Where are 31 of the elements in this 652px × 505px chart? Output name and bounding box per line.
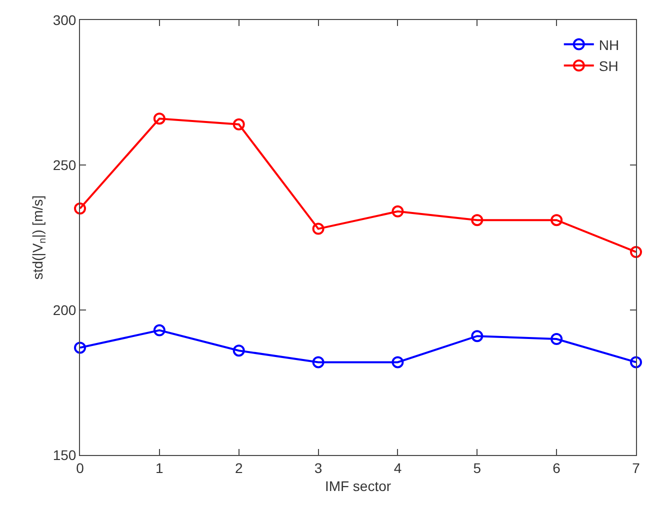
legend-label: NH [598,36,620,53]
y-tick-label: 250 [52,156,76,173]
point [232,344,245,357]
point [392,205,404,218]
x-tick-label: 2 [234,460,243,476]
point [471,214,484,226]
legend-label: SH [598,58,618,74]
x-tick-label: 5 [473,460,482,476]
point [471,330,484,342]
point [550,214,563,226]
x-tick-label: 6 [552,460,561,476]
point [74,342,86,354]
point [312,222,324,235]
point [550,333,563,345]
y-tick-label: 200 [52,302,76,318]
x-tick-label: 3 [314,460,322,476]
point [630,246,642,258]
y-tick-label: 150 [52,446,76,463]
point [312,356,324,368]
x-tick-label: 1 [156,460,164,476]
point [74,202,86,214]
y-tick-label: 300 [52,12,76,28]
x-tick-label: 4 [394,460,402,476]
point [153,112,166,125]
x-axis-title: IMF sector [324,478,392,494]
x-tick-label: 0 [76,460,84,476]
x-tick-label: 7 [632,460,640,476]
point [630,356,642,368]
point [392,356,404,368]
point [232,118,245,130]
point [153,324,166,336]
